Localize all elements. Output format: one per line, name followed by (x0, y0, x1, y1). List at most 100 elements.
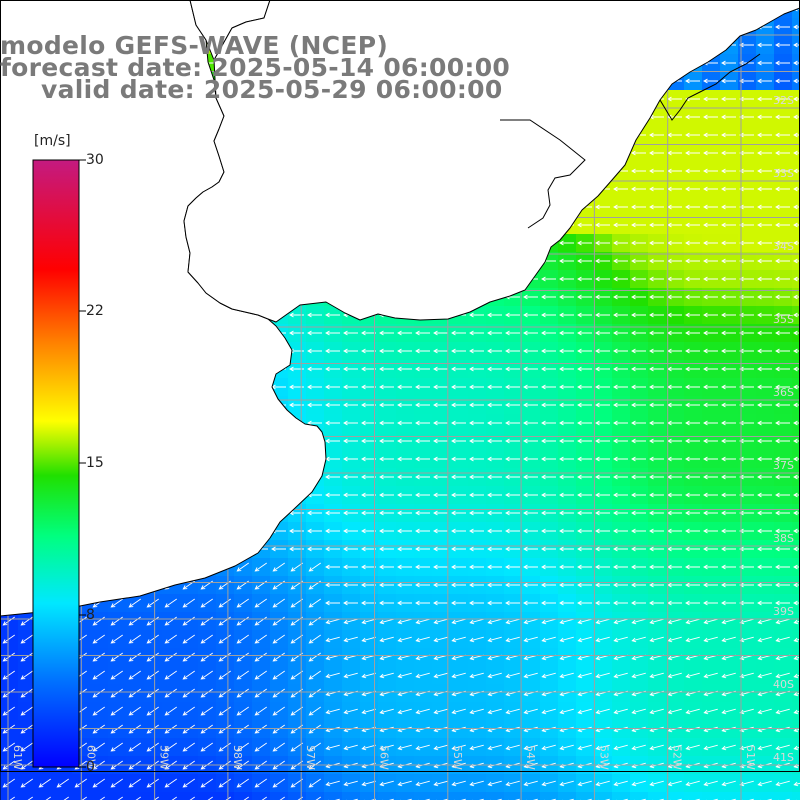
wind-arrow (9, 796, 15, 800)
wind-arrow (721, 636, 736, 643)
wind-arrow (703, 294, 718, 300)
wind-arrow (164, 670, 177, 680)
wind-arrow (577, 258, 592, 264)
wind-arrow (164, 634, 177, 644)
wind-arrow (541, 294, 556, 300)
wind-arrow (182, 634, 195, 644)
wind-arrow (577, 492, 592, 498)
wind-arrow (308, 688, 321, 698)
wind-arrow (793, 456, 800, 462)
wind-arrow (325, 582, 340, 588)
wind-arrow (433, 600, 448, 606)
wind-arrow (631, 204, 646, 210)
wind-arrow (757, 168, 772, 174)
wind-arrow (703, 528, 718, 534)
wind-arrow (397, 366, 412, 372)
wind-arrow (523, 456, 538, 462)
wind-cell (468, 792, 486, 800)
wind-arrow (523, 528, 538, 534)
wind-arrow (487, 366, 502, 372)
wind-arrow (613, 312, 628, 318)
wind-arrow (577, 330, 592, 336)
wind-arrow (146, 706, 159, 716)
wind-arrow (397, 330, 412, 336)
wind-arrow (541, 636, 556, 643)
wind-arrow (793, 132, 800, 138)
wind-arrow (595, 438, 610, 444)
wind-arrow (793, 510, 800, 516)
wind-arrow (577, 420, 592, 426)
wind-arrow (757, 708, 772, 715)
wind-arrow (451, 510, 466, 516)
wind-arrow (793, 60, 800, 66)
wind-cell (288, 792, 306, 800)
wind-arrow (721, 96, 736, 102)
wind-arrow (649, 330, 664, 336)
wind-arrow (379, 474, 394, 480)
lat-label: 38S (773, 532, 794, 545)
lon-label: 58W (231, 745, 244, 770)
wind-arrow (379, 780, 394, 787)
wind-arrow (487, 636, 502, 643)
wind-arrow (685, 204, 700, 210)
wind-arrow (721, 294, 736, 300)
wind-arrow (757, 132, 772, 138)
wind-arrow (505, 384, 520, 390)
wind-arrow (505, 600, 520, 606)
wind-arrow (559, 258, 574, 264)
wind-arrow (433, 438, 448, 444)
wind-arrow (649, 204, 664, 210)
wind-arrow (397, 618, 412, 625)
wind-arrow (649, 510, 664, 516)
wind-arrow (631, 240, 646, 246)
wind-arrow (703, 186, 718, 192)
wind-arrow (631, 528, 646, 534)
wind-arrow (379, 384, 394, 390)
wind-arrow (397, 582, 412, 588)
wind-arrow (146, 670, 159, 680)
colorbar-unit: [m/s] (34, 133, 71, 149)
wind-cell (612, 792, 630, 800)
wind-arrow (451, 420, 466, 426)
wind-arrow (559, 474, 574, 480)
wind-arrow (793, 114, 800, 120)
wind-arrow (2, 706, 15, 716)
wind-arrow (649, 276, 664, 282)
wind-arrow (703, 78, 718, 84)
wind-arrow (775, 276, 790, 282)
wind-arrow (200, 706, 213, 716)
wind-arrow (361, 348, 376, 354)
wind-arrow (649, 672, 664, 679)
wind-arrow (703, 312, 718, 318)
wind-arrow (793, 546, 800, 552)
wind-arrow (685, 744, 700, 751)
wind-arrow (721, 600, 736, 606)
wind-arrow (685, 222, 700, 228)
wind-arrow (775, 438, 790, 444)
wind-arrow (361, 528, 376, 534)
wind-cell (576, 792, 594, 800)
wind-arrow (20, 670, 33, 680)
wind-arrow (307, 330, 322, 336)
wind-arrow (505, 402, 520, 408)
wind-arrow (523, 384, 538, 390)
wind-arrow (325, 438, 340, 444)
wind-arrow (649, 240, 664, 246)
wind-arrow (703, 636, 718, 643)
wind-arrow (613, 348, 628, 354)
wind-arrow (721, 258, 736, 264)
lat-label: 32S (773, 94, 794, 107)
wind-arrow (343, 600, 358, 606)
wind-arrow (307, 546, 322, 552)
lon-label: 61W (11, 745, 24, 770)
wind-arrow (721, 582, 736, 588)
wind-arrow (721, 150, 736, 156)
wind-arrow (523, 600, 538, 606)
wind-arrow (433, 528, 448, 534)
wind-arrow (631, 312, 646, 318)
wind-arrow (649, 600, 664, 606)
wind-arrow (379, 528, 394, 534)
wind-arrow (739, 456, 754, 462)
wind-arrow (775, 366, 790, 372)
wind-arrow (433, 672, 448, 679)
